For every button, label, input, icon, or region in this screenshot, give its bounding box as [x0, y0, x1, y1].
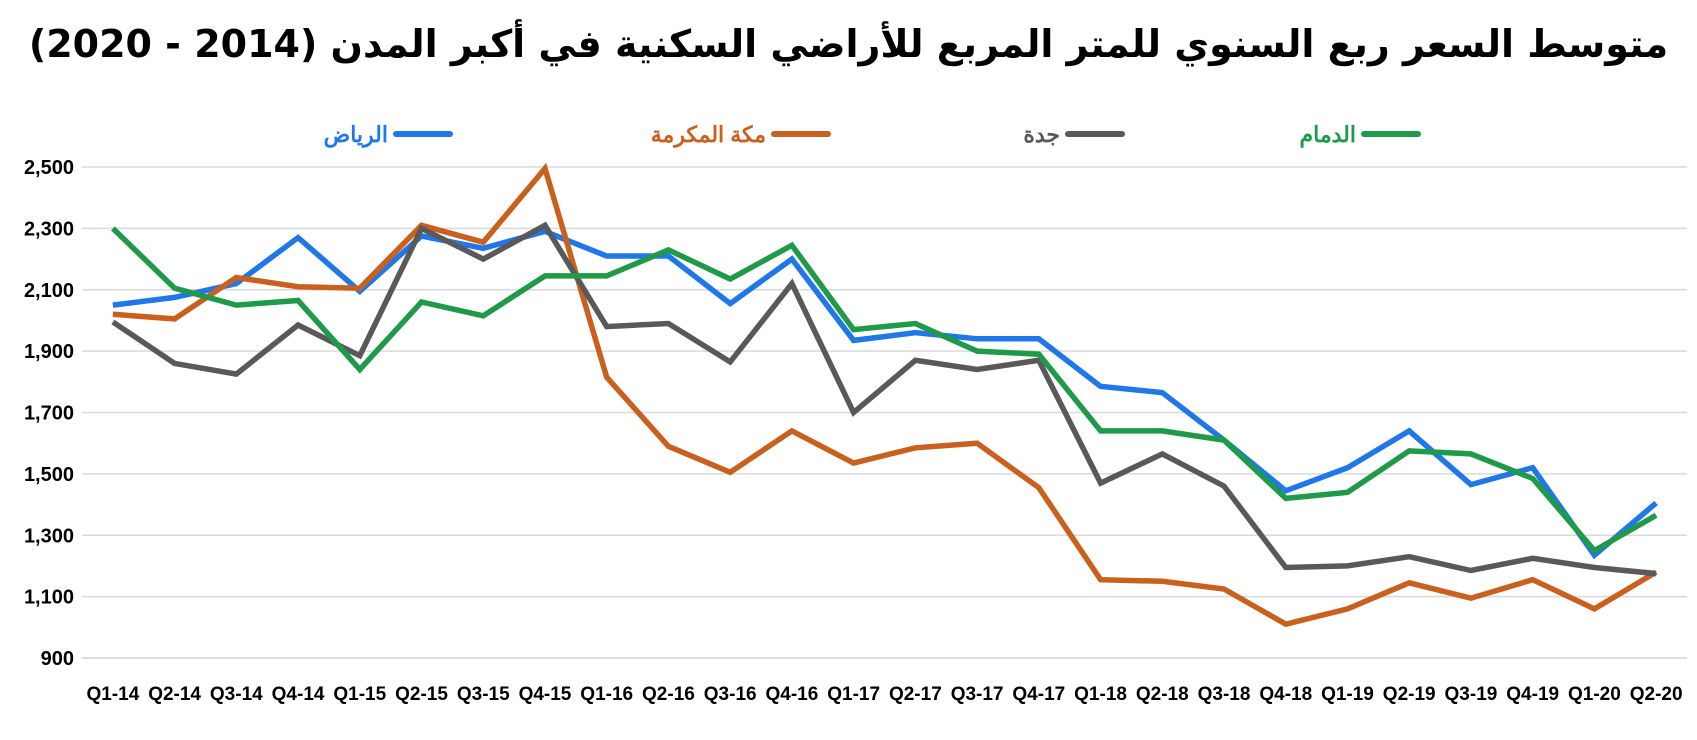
legend-item: جدة: [1023, 122, 1125, 147]
series-line: [112, 228, 1658, 560]
x-tick-label: Q4-19: [1506, 684, 1559, 705]
x-tick-label: Q2-18: [1136, 684, 1189, 705]
y-tick-label: 2,100: [24, 280, 74, 302]
x-tick-label: Q2-19: [1383, 684, 1436, 705]
legend-label: مكة المكرمة: [651, 122, 766, 148]
x-tick-label: Q1-18: [1074, 684, 1127, 705]
x-tick-label: Q1-15: [333, 684, 386, 705]
x-tick-label: Q3-17: [951, 684, 1004, 705]
x-tick-label: Q2-17: [889, 684, 942, 705]
chart-title: متوسط السعر ربع السنوي للمتر المربع للأر…: [28, 22, 1669, 66]
y-tick-label: 1,100: [24, 587, 74, 609]
legend-label: جدة: [1023, 122, 1060, 147]
x-tick-label: Q3-14: [210, 684, 263, 705]
legend-item: مكة المكرمة: [651, 122, 831, 148]
y-tick-label: 900: [41, 648, 74, 670]
series-line: [110, 226, 1658, 555]
y-tick-label: 1,900: [24, 341, 74, 363]
series-line: [111, 221, 1657, 577]
x-tick-label: Q4-15: [519, 684, 572, 705]
x-tick-label: Q4-17: [1012, 684, 1065, 705]
legend-label: الرياض: [324, 122, 388, 148]
legend-label: الدمام: [1300, 122, 1356, 148]
x-tick-label: Q4-18: [1259, 684, 1312, 705]
y-tick-label: 2,300: [24, 218, 74, 240]
x-tick-label: Q3-16: [704, 684, 757, 705]
y-tick-label: 1,300: [24, 525, 74, 547]
y-tick-label: 1,700: [24, 403, 74, 425]
x-tick-label: Q3-18: [1198, 684, 1251, 705]
x-tick-label: Q4-14: [272, 684, 325, 705]
x-tick-label: Q2-14: [148, 684, 201, 705]
x-tick-label: Q1-16: [580, 684, 633, 705]
x-tick-label: Q1-14: [86, 684, 139, 705]
x-tick-label: Q4-16: [765, 684, 818, 705]
x-tick-label: Q2-15: [395, 684, 448, 705]
x-tick-label: Q1-17: [827, 684, 880, 705]
x-tick-label: Q3-19: [1445, 684, 1498, 705]
x-tick-label: Q3-15: [457, 684, 510, 705]
legend-item: الدمام: [1300, 122, 1421, 148]
x-tick-label: Q2-16: [642, 684, 695, 705]
y-tick-label: 1,500: [24, 464, 74, 486]
x-tick-label: Q1-19: [1321, 684, 1374, 705]
y-tick-label: 2,500: [24, 157, 74, 179]
legend-item: الرياض: [324, 122, 453, 148]
series-line: [112, 162, 1658, 628]
x-tick-label: Q1-20: [1568, 684, 1621, 705]
x-tick-label: Q2-20: [1630, 684, 1683, 705]
